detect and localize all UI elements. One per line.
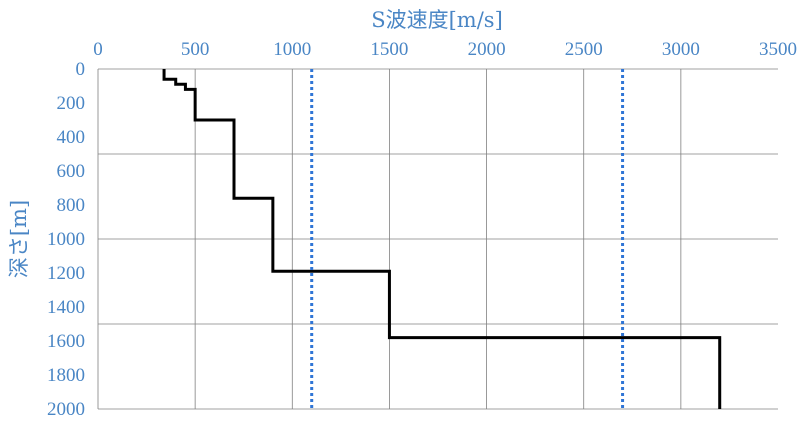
x-tick-label: 1500	[370, 39, 408, 60]
y-tick-label: 0	[76, 59, 86, 80]
x-tick-label: 2000	[468, 39, 506, 60]
grid-layer	[97, 68, 778, 410]
y-tick-label: 800	[57, 195, 86, 216]
y-tick-label: 400	[57, 127, 86, 148]
y-axis-title: 深さ[m]	[7, 200, 31, 278]
series-layer	[162, 69, 722, 409]
y-tick-label: 1600	[47, 331, 85, 352]
x-tick-label: 3500	[759, 39, 797, 60]
y-tick-label: 2000	[47, 399, 85, 420]
tick-layer: 0 500 1000 1500 2000 2500 3000 3500 0 200 400 600 80…	[47, 39, 797, 420]
y-tick-label: 200	[57, 93, 86, 114]
y-tick-label: 600	[57, 161, 86, 182]
x-tick-label: 500	[181, 39, 210, 60]
y-tick-label: 1800	[47, 365, 85, 386]
x-axis-title: S波速度[m/s]	[371, 8, 503, 32]
x-tick-label: 0	[93, 39, 103, 60]
x-tick-label: 1000	[273, 39, 311, 60]
y-tick-label: 1200	[47, 263, 85, 284]
x-tick-label: 3000	[662, 39, 700, 60]
y-tick-label: 1400	[47, 297, 85, 318]
y-tick-label: 1000	[47, 229, 85, 250]
x-tick-label: 2500	[565, 39, 603, 60]
velocity-profile-line	[162, 69, 722, 409]
